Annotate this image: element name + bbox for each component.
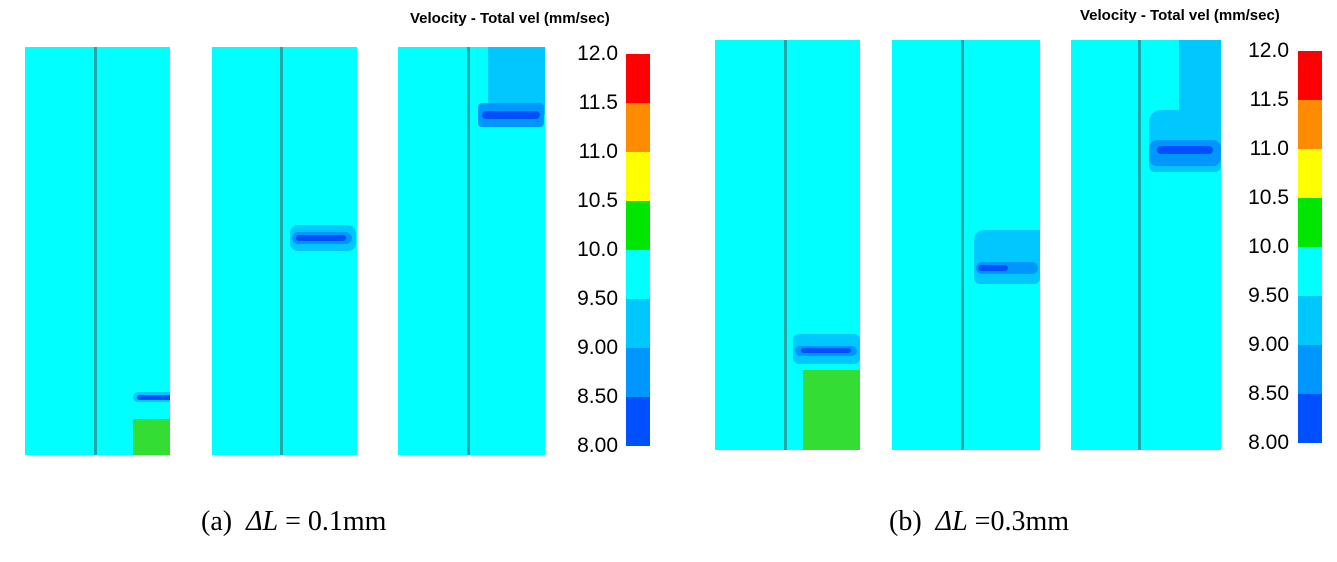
- caption-label: (a): [201, 506, 233, 537]
- color-scale: [1298, 51, 1322, 443]
- scale-tick: 9.00: [577, 336, 618, 359]
- scale-tick: 8.50: [1248, 382, 1289, 405]
- simulation-frame: [1071, 40, 1221, 450]
- scale-tick: 11.0: [1249, 137, 1289, 160]
- flow-front-core: [978, 265, 1008, 271]
- legend-title: Velocity - Total vel (mm/sec): [1080, 7, 1280, 24]
- scale-tick: 8.00: [577, 434, 618, 457]
- caption-value: =0.3mm: [974, 506, 1070, 537]
- scale-tick: 10.0: [577, 238, 618, 261]
- scale-tick: 10.0: [1248, 235, 1289, 258]
- scale-tick: 11.5: [578, 91, 618, 114]
- interface-line: [784, 40, 787, 450]
- caption-label: (b): [889, 506, 922, 537]
- panel-a: Velocity - Total vel (mm/sec) 12.0 11.5 …: [0, 0, 668, 562]
- interface-line: [467, 47, 470, 455]
- scale-band: [1298, 100, 1322, 149]
- flow-front-core: [482, 111, 540, 119]
- scale-band: [1298, 198, 1322, 247]
- scale-band: [626, 397, 650, 446]
- scale-tick: 11.5: [1249, 88, 1289, 111]
- scale-band: [1298, 296, 1322, 345]
- scale-band: [626, 152, 650, 201]
- scale-band: [626, 250, 650, 299]
- scale-tick: 8.50: [577, 385, 618, 408]
- scale-tick: 11.0: [578, 140, 618, 163]
- interface-line: [94, 47, 97, 455]
- simulation-frame: [25, 47, 170, 455]
- scale-band: [626, 103, 650, 152]
- flow-front-core: [296, 235, 346, 241]
- simulation-frame: [212, 47, 357, 455]
- scale-tick: 9.50: [577, 287, 618, 310]
- caption-symbol: ΔL: [246, 506, 279, 537]
- flow-front-core: [137, 395, 170, 400]
- interface-line: [280, 47, 283, 455]
- scale-tick: 9.50: [1248, 284, 1289, 307]
- scale-band: [1298, 394, 1322, 443]
- color-scale: [626, 54, 650, 446]
- scale-band: [626, 299, 650, 348]
- simulation-frame: [398, 47, 545, 455]
- scale-tick: 9.00: [1248, 333, 1289, 356]
- scale-tick: 10.5: [1248, 186, 1289, 209]
- scale-tick: 12.0: [577, 42, 618, 65]
- melt-region: [803, 370, 860, 450]
- scale-band: [1298, 247, 1322, 296]
- flow-front: [974, 230, 1040, 284]
- scale-band: [1298, 149, 1322, 198]
- panel-caption: (b) ΔL =0.3mm: [889, 506, 1069, 538]
- scale-tick: 10.5: [577, 189, 618, 212]
- caption-symbol: ΔL: [935, 506, 968, 537]
- scale-tick: 8.00: [1248, 431, 1289, 454]
- panel-b: Velocity - Total vel (mm/sec) 12.0 11.5 …: [669, 0, 1337, 562]
- simulation-frame: [715, 40, 860, 450]
- simulation-frame: [892, 40, 1040, 450]
- legend-title: Velocity - Total vel (mm/sec): [410, 10, 610, 27]
- interface-line: [1138, 40, 1141, 450]
- flow-front-core: [1157, 146, 1213, 154]
- scale-band: [626, 54, 650, 103]
- panel-caption: (a) ΔL = 0.1mm: [201, 506, 386, 538]
- melt-region: [133, 419, 170, 455]
- caption-value: = 0.1mm: [285, 506, 387, 537]
- interface-line: [961, 40, 964, 450]
- flow-trail: [1179, 40, 1221, 110]
- scale-band: [626, 348, 650, 397]
- flow-front-core: [801, 348, 851, 353]
- scale-tick: 12.0: [1248, 39, 1289, 62]
- scale-band: [1298, 345, 1322, 394]
- scale-band: [1298, 51, 1322, 100]
- scale-band: [626, 201, 650, 250]
